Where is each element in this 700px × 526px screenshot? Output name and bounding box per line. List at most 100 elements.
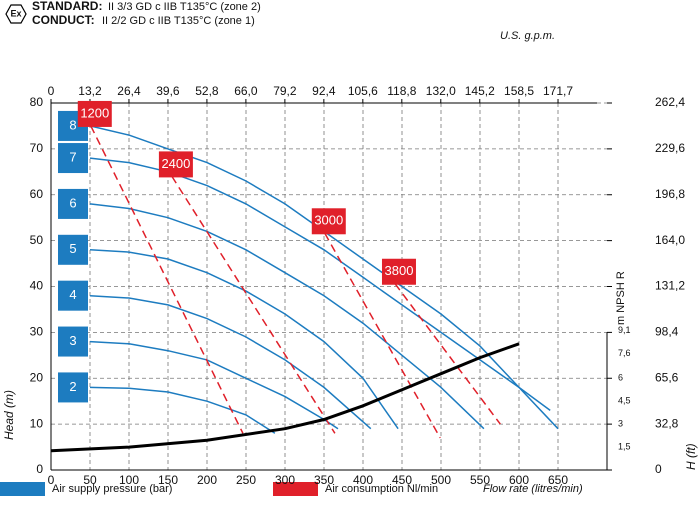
y-tick-label: 30: [30, 325, 44, 339]
x-tick-label: 550: [470, 473, 490, 487]
y3-tick-label: 6: [618, 373, 623, 383]
x2-tick-label: 145,2: [465, 84, 495, 98]
y2-tick-label: 196,8: [655, 187, 685, 201]
y-tick-label: 10: [30, 416, 44, 430]
pressure-label: 7: [69, 149, 76, 164]
pressure-label: 4: [69, 287, 76, 302]
standard-label: STANDARD:: [32, 0, 102, 13]
pressure-label: 3: [69, 333, 76, 348]
x2-tick-label: 105,6: [348, 84, 378, 98]
air-line: [324, 232, 441, 439]
y3-tick-label: 3: [618, 419, 623, 429]
y2-tick-label: 229,6: [655, 141, 685, 155]
pressure-label: 2: [69, 379, 76, 394]
y2-tick-label: 0: [655, 462, 662, 476]
pressure-box: [58, 372, 88, 403]
air-box: [158, 151, 193, 178]
x-tick-label: 250: [236, 473, 256, 487]
air-label: 3800: [385, 263, 414, 278]
y3-tick-label: 1,5: [618, 441, 631, 451]
conduct-label: CONDUCT:: [32, 13, 95, 27]
x2-tick-label: 26,4: [117, 84, 141, 98]
y3-tick-label: 7,6: [618, 348, 631, 358]
pressure-curve: [89, 386, 276, 434]
y2-tick-label: 98,4: [655, 325, 679, 339]
x2-tick-label: 118,8: [387, 84, 416, 98]
y-axis-label: Head (m): [2, 390, 16, 440]
x2-tick-label: 92,4: [312, 84, 336, 98]
x-tick-label: 200: [197, 473, 217, 487]
air-label: 3000: [314, 213, 343, 228]
y2-tick-label: 131,2: [655, 279, 685, 293]
x-tick-label: 100: [119, 473, 139, 487]
y-tick-label: 80: [30, 95, 44, 109]
ex-symbol: Ex: [5, 4, 27, 24]
y2-axis-label: H (ft): [684, 443, 698, 470]
pressure-box: [58, 143, 88, 174]
y3-axis-label: m NPSH R: [615, 271, 627, 325]
x2-tick-label: 0: [48, 84, 55, 98]
air-box: [77, 100, 112, 127]
x2-tick-label: 13,2: [78, 84, 102, 98]
air-line: [90, 125, 244, 434]
pressure-curve: [89, 203, 485, 430]
legend-swatch: [273, 482, 318, 496]
air-line: [394, 283, 501, 425]
pressure-box: [58, 234, 88, 265]
y3-tick-label: 4,5: [618, 396, 631, 406]
x-tick-label: 500: [431, 473, 451, 487]
x-tick-label: 600: [509, 473, 529, 487]
x-axis-label: Flow rate (litres/min): [483, 483, 583, 495]
pressure-label: 8: [69, 117, 76, 132]
air-box: [311, 208, 346, 235]
pressure-box: [58, 280, 88, 311]
air-label: 1200: [80, 105, 109, 120]
x2-tick-label: 79,2: [273, 84, 297, 98]
x-tick-label: 450: [392, 473, 412, 487]
x2-tick-label: 52,8: [195, 84, 219, 98]
y2-tick-label: 32,8: [655, 416, 679, 430]
pressure-curve: [89, 249, 399, 430]
x2-tick-label: 39,6: [156, 84, 180, 98]
y-tick-label: 50: [30, 233, 44, 247]
pressure-label: 6: [69, 195, 76, 210]
x2-tick-label: 132,0: [426, 84, 456, 98]
x-tick-label: 650: [548, 473, 568, 487]
x-tick-label: 300: [275, 473, 295, 487]
y2-tick-label: 65,6: [655, 370, 679, 384]
ex-text: Ex: [10, 8, 21, 18]
legend-swatch: [0, 482, 45, 496]
pressure-curve: [89, 294, 372, 430]
y-tick-label: 60: [30, 187, 44, 201]
pressure-curve: [89, 340, 339, 430]
air-line: [171, 175, 336, 434]
legend-label: Air supply pressure (bar): [52, 483, 172, 495]
standard-text: II 3/3 GD c IIB T135°C (zone 2): [108, 1, 261, 13]
npsh-curve: [50, 342, 520, 453]
conduct-text: II 2/2 GD c IIB T135°C (zone 1): [102, 15, 255, 27]
y-tick-label: 0: [36, 462, 43, 476]
y-tick-label: 40: [30, 279, 44, 293]
x-tick-label: 400: [353, 473, 373, 487]
x-tick-label: 50: [83, 473, 97, 487]
y2-tick-label: 164,0: [655, 233, 685, 247]
pressure-box: [58, 188, 88, 219]
x2-tick-label: 171,7: [543, 84, 573, 98]
x2-axis-label: U.S. g.p.m.: [500, 30, 555, 42]
air-label: 2400: [161, 156, 190, 171]
x2-tick-label: 66,0: [234, 84, 258, 98]
y2-tick-label: 262,4: [655, 95, 685, 109]
pressure-curve: [89, 157, 551, 412]
x-tick-label: 350: [314, 473, 334, 487]
x-tick-label: 150: [158, 473, 178, 487]
pressure-label: 5: [69, 241, 76, 256]
legend-label: Air consumption Nl/min: [325, 483, 438, 495]
y3-tick-label: 9,1: [618, 325, 631, 335]
x-tick-label: 0: [48, 473, 55, 487]
y-tick-label: 20: [30, 370, 44, 384]
y-tick-label: 70: [30, 141, 44, 155]
x2-tick-label: 158,5: [504, 84, 534, 98]
pressure-box: [58, 326, 88, 357]
air-box: [381, 258, 416, 285]
